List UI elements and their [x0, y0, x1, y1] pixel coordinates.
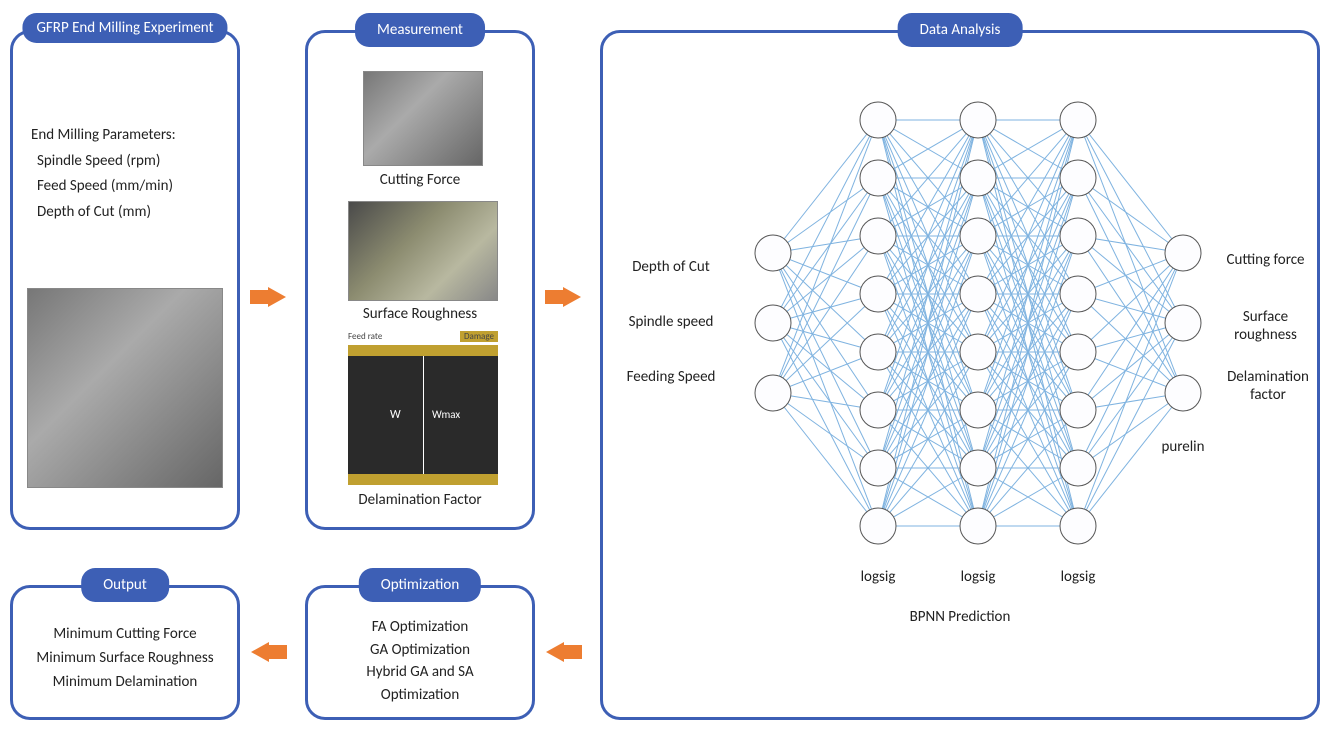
panel-optimization-title: Optimization — [359, 568, 481, 602]
nn-caption: BPNN Prediction — [603, 608, 1317, 626]
measurement-label: Cutting Force — [308, 171, 532, 189]
delam-wmax-label: Wmax — [432, 408, 460, 421]
experiment-heading: End Milling Parameters: — [31, 123, 227, 149]
delam-w-label: W — [390, 408, 401, 422]
nn-activation-label: logsig — [848, 568, 908, 586]
measurement-label: Delamination Factor — [308, 491, 532, 509]
experiment-param: Feed Speed (mm/min) — [31, 174, 227, 200]
delam-damage-label: Damage — [460, 331, 498, 342]
measurement-photo-force — [363, 71, 483, 166]
measurement-photo-delamination: W Wmax — [348, 345, 498, 485]
measurement-label: Surface Roughness — [308, 305, 532, 323]
panel-output: Output Minimum Cutting Force Minimum Sur… — [10, 585, 240, 720]
experiment-param: Spindle Speed (rpm) — [31, 149, 227, 175]
panel-analysis: Data Analysis Depth of Cut Spindle speed… — [600, 30, 1320, 720]
output-line: Minimum Cutting Force — [13, 622, 237, 646]
optimization-line: Hybrid GA and SA — [308, 661, 532, 684]
panel-output-title: Output — [81, 568, 169, 602]
output-line: Minimum Delamination — [13, 670, 237, 694]
panel-experiment-title-text: GFRP End Milling Experiment — [36, 19, 213, 37]
delam-feed-label: Feed rate — [348, 331, 382, 342]
panel-measurement: Measurement Cutting Force Surface Roughn… — [305, 30, 535, 530]
optimization-line: Optimization — [308, 684, 532, 707]
optimization-line: GA Optimization — [308, 639, 532, 662]
nn-input-label: Spindle speed — [621, 313, 721, 331]
nn-input-label: Feeding Speed — [621, 368, 721, 386]
measurement-photo-roughness — [348, 201, 498, 301]
panel-experiment-title: GFRP End Milling Experiment — [22, 13, 227, 43]
delam-small-labels: Feed rate Damage — [348, 331, 498, 342]
panel-measurement-title: Measurement — [355, 13, 485, 47]
optimization-line: FA Optimization — [308, 616, 532, 639]
nn-activation-label: purelin — [1153, 438, 1213, 456]
experiment-photo — [27, 288, 223, 488]
nn-activation-label: logsig — [1048, 568, 1108, 586]
nn-output-label: Delamination factor — [1218, 368, 1318, 404]
nn-activation-label: logsig — [948, 568, 1008, 586]
nn-output-label: Surface roughness — [1218, 308, 1313, 344]
nn-input-label: Depth of Cut — [621, 258, 721, 276]
panel-experiment: GFRP End Milling Experiment End Milling … — [10, 30, 240, 530]
experiment-param: Depth of Cut (mm) — [31, 200, 227, 226]
panel-optimization: Optimization FA Optimization GA Optimiza… — [305, 585, 535, 720]
nn-output-label: Cutting force — [1218, 251, 1313, 269]
output-line: Minimum Surface Roughness — [13, 646, 237, 670]
